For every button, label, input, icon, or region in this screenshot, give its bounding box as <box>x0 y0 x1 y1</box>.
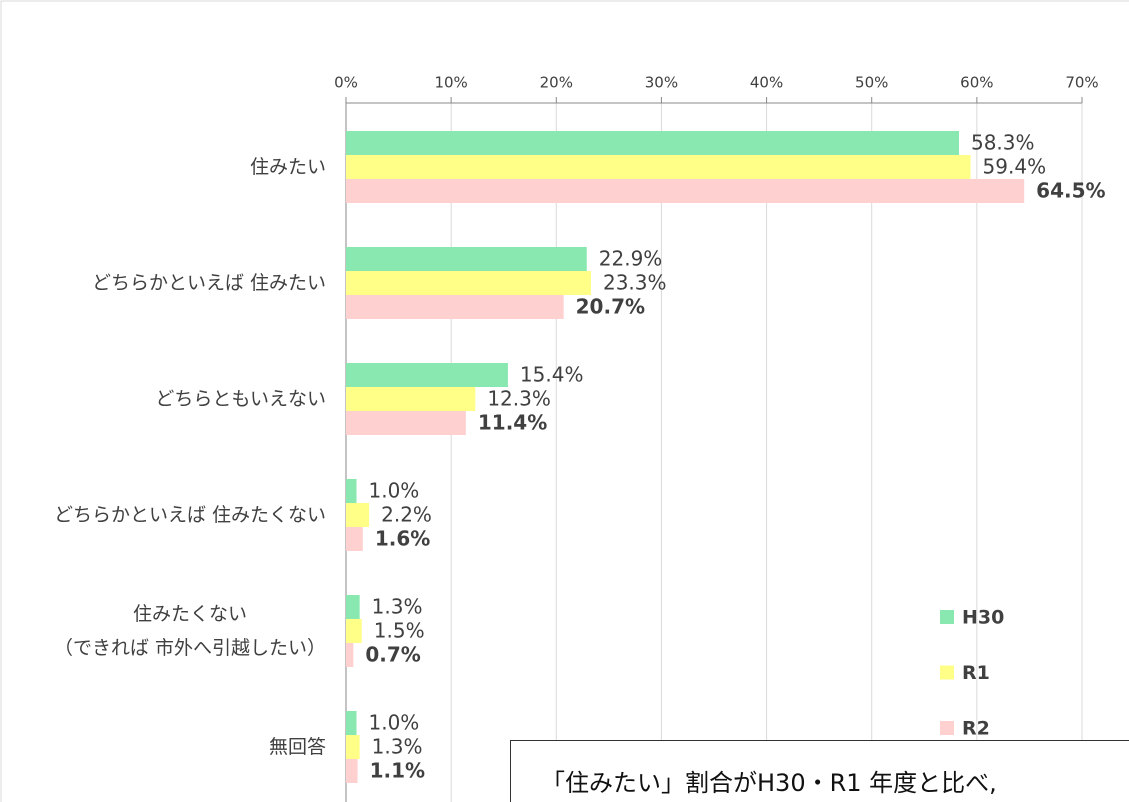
value-label: 15.4% <box>520 363 584 387</box>
value-label: 1.0% <box>369 479 420 503</box>
value-label: 11.4% <box>478 411 547 435</box>
legend-label: H30 <box>962 607 1004 629</box>
value-label: 23.3% <box>603 271 667 295</box>
bar <box>346 387 476 411</box>
y-tick-label: 住みたい <box>249 156 326 178</box>
value-label: 59.4% <box>983 155 1047 179</box>
y-tick-label: どちらともいえない <box>155 388 326 410</box>
bar <box>346 131 959 155</box>
bar <box>346 155 971 179</box>
bar <box>346 711 357 735</box>
bar <box>346 503 370 527</box>
x-tick-label: 30% <box>645 74 678 92</box>
bar <box>346 411 466 435</box>
value-label: 58.3% <box>971 131 1035 155</box>
x-tick-label: 70% <box>1065 74 1098 92</box>
value-label: 0.7% <box>365 643 420 667</box>
value-label: 1.3% <box>372 735 423 759</box>
legend-label: R1 <box>962 662 990 684</box>
legend-swatch <box>940 665 954 680</box>
x-tick-label: 50% <box>855 74 888 92</box>
value-label: 1.5% <box>374 619 425 643</box>
bar <box>346 179 1025 203</box>
y-tick-label: どちらかといえば 住みたい <box>91 272 326 294</box>
bar <box>346 479 357 503</box>
value-label: 20.7% <box>576 295 645 319</box>
bar <box>346 735 360 759</box>
value-label: 64.5% <box>1036 179 1105 203</box>
x-tick-label: 0% <box>334 74 358 92</box>
bar <box>346 643 354 667</box>
annotation: 「住みたい」割合がH30・R1 年度と比べ, <box>510 740 1129 802</box>
value-label: 1.6% <box>375 527 430 551</box>
legend-label: R2 <box>962 718 990 740</box>
bar <box>346 271 591 295</box>
bar <box>346 295 564 319</box>
bar <box>346 527 363 551</box>
bar <box>346 619 362 643</box>
value-label: 1.0% <box>369 711 420 735</box>
value-label: 1.1% <box>370 759 425 783</box>
value-label: 2.2% <box>381 503 432 527</box>
legend-swatch <box>940 721 954 735</box>
x-tick-label: 10% <box>434 74 467 92</box>
x-tick-label: 40% <box>750 74 783 92</box>
y-tick-label: どちらかといえば 住みたくない <box>53 504 326 526</box>
bar <box>346 595 360 619</box>
x-tick-label: 20% <box>540 74 573 92</box>
y-tick-label: 無回答 <box>268 736 326 758</box>
y-tick-label: 住みたくない （できれば 市外へ引越したい） <box>53 603 326 659</box>
bar <box>346 363 508 387</box>
bar <box>346 247 587 271</box>
x-tick-label: 60% <box>960 74 993 92</box>
bar <box>346 759 358 783</box>
legend-swatch <box>940 610 954 624</box>
value-label: 1.3% <box>372 595 423 619</box>
value-label: 12.3% <box>487 387 551 411</box>
value-label: 22.9% <box>599 247 663 271</box>
